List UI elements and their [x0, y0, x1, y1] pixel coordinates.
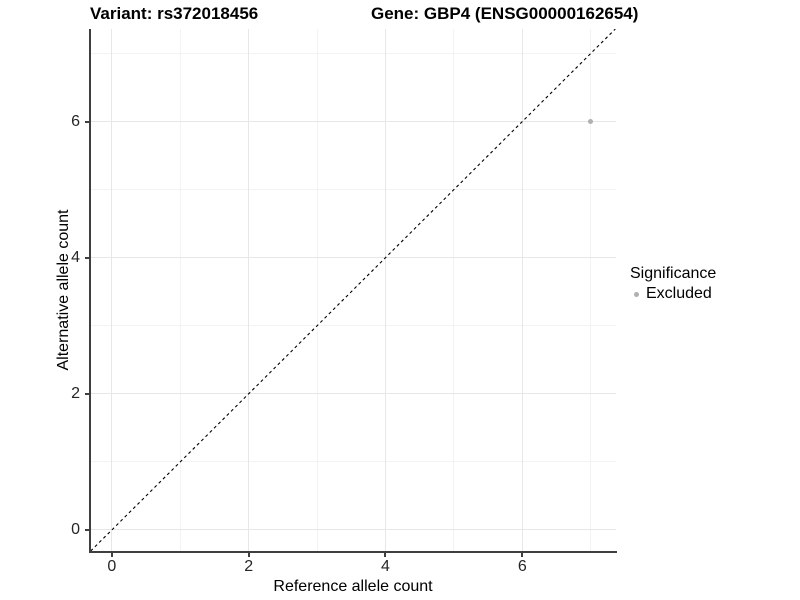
legend-title: Significance — [630, 265, 717, 282]
x-tick-label: 4 — [381, 558, 390, 575]
y-major-gridline — [90, 393, 616, 395]
x-tick-mark — [384, 553, 387, 557]
x-tick-mark — [247, 553, 250, 557]
identity-dashed-line — [90, 29, 616, 551]
data-point — [588, 119, 594, 125]
y-minor-gridline — [90, 461, 616, 463]
x-tick-label: 0 — [107, 558, 117, 575]
x-minor-gridline — [453, 29, 455, 551]
y-tick-label: 6 — [71, 112, 80, 130]
legend-item-label: Excluded — [646, 285, 712, 302]
y-major-gridline — [90, 257, 616, 259]
plot-panel — [90, 29, 616, 551]
x-tick-label: 6 — [517, 558, 527, 575]
x-tick-mark — [521, 553, 524, 557]
y-minor-gridline — [90, 189, 616, 191]
x-major-gridline — [111, 29, 113, 551]
y-major-gridline — [90, 121, 616, 123]
y-tick-label: 0 — [71, 520, 80, 538]
x-major-gridline — [384, 29, 386, 551]
plot-title-variant: Variant: rs372018456 — [90, 4, 259, 23]
plot-title-gene: Gene: GBP4 (ENSG00000162654) — [371, 4, 639, 23]
x-minor-gridline — [316, 29, 318, 551]
legend-item: Excluded — [630, 284, 716, 304]
y-minor-gridline — [90, 325, 616, 327]
x-major-gridline — [248, 29, 250, 551]
y-axis-title: Alternative allele count — [55, 209, 72, 371]
legend-items: Excluded — [630, 284, 716, 304]
y-major-gridline — [90, 529, 616, 531]
legend: Significance Excluded — [630, 264, 716, 304]
y-tick-mark — [85, 120, 89, 123]
x-minor-gridline — [179, 29, 181, 551]
x-tick-label: 2 — [244, 558, 254, 575]
x-axis-title: Reference allele count — [273, 578, 433, 595]
x-major-gridline — [521, 29, 523, 551]
y-tick-label: 2 — [71, 384, 80, 402]
y-tick-label: 4 — [71, 248, 80, 266]
x-tick-mark — [110, 553, 113, 557]
y-axis-line — [89, 29, 91, 552]
y-tick-mark — [85, 392, 89, 395]
y-tick-mark — [85, 528, 89, 531]
x-minor-gridline — [590, 29, 592, 551]
x-axis-line — [89, 551, 617, 553]
legend-key-dot — [634, 291, 639, 297]
y-tick-mark — [85, 256, 89, 259]
y-minor-gridline — [90, 53, 616, 54]
